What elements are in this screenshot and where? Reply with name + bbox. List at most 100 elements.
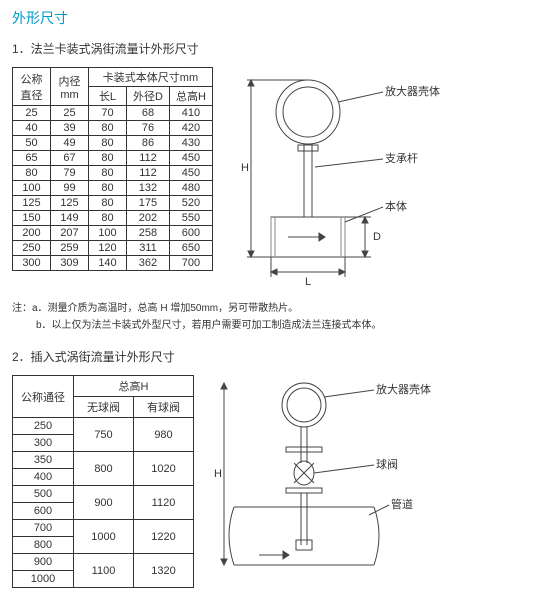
table-cell: 65 [13,151,51,166]
table2-header-valve: 有球阀 [134,397,194,418]
table-cell: 450 [169,166,212,181]
table-cell: 400 [13,469,74,486]
table-cell: 25 [51,106,89,121]
table-cell: 480 [169,181,212,196]
table-cell: 80 [89,166,127,181]
table-row: 12512580175520 [13,196,213,211]
table-cell: 175 [127,196,170,211]
section1: 公称直径 内径mm 卡装式本体尺寸mm 长L 外径D 总高H 252570684… [12,67,538,292]
table-cell: 258 [127,226,170,241]
diagram1-rod-label: 支承杆 [385,151,418,165]
table1-header-group: 卡装式本体尺寸mm [89,68,213,87]
table2-header-novalve: 无球阀 [74,397,134,418]
table-cell: 202 [127,211,170,226]
table-cell: 550 [169,211,212,226]
table-cell: 50 [13,136,51,151]
table-cell: 150 [13,211,51,226]
table-cell: 362 [127,256,170,271]
table-cell: 300 [13,256,51,271]
diagram2-valve-label: 球阀 [376,457,398,471]
diagram1-amp-label: 放大器壳体 [385,84,440,98]
table-row: 3508001020 [13,452,194,469]
table-cell: 500 [13,486,74,503]
table-cell: 700 [169,256,212,271]
table-cell: 100 [13,181,51,196]
table-cell: 86 [127,136,170,151]
table-cell: 99 [51,181,89,196]
table-cell: 120 [89,241,127,256]
diagram-1: H D L 放大器壳体 支承杆 本体 [233,67,453,292]
table1-header-h: 总高H [169,87,212,106]
table-cell: 900 [74,486,134,520]
table-cell: 112 [127,166,170,181]
table-cell: 132 [127,181,170,196]
table-cell: 67 [51,151,89,166]
table-row: 656780112450 [13,151,213,166]
table2-header-dn: 公称通径 [13,376,74,418]
dimensions-table-1: 公称直径 内径mm 卡装式本体尺寸mm 长L 外径D 总高H 252570684… [12,67,213,271]
table-row: 807980112450 [13,166,213,181]
table-cell: 80 [89,181,127,196]
table-row: 300309140362700 [13,256,213,271]
table-cell: 900 [13,554,74,571]
table-cell: 430 [169,136,212,151]
table-cell: 259 [51,241,89,256]
table-cell: 80 [89,196,127,211]
table-cell: 1220 [134,520,194,554]
table-cell: 1320 [134,554,194,588]
table-cell: 68 [127,106,170,121]
table-cell: 1000 [74,520,134,554]
table-cell: 125 [13,196,51,211]
dim-l-label: L [305,276,311,288]
note-a: 注：a．测量介质为高温时，总高 H 增加50mm，另可带散热片。 [12,300,538,317]
table-cell: 309 [51,256,89,271]
table1-header-d: 外径D [127,87,170,106]
diagram2-amp-label: 放大器壳体 [376,382,431,396]
dim-h-label: H [241,162,249,174]
table-cell: 650 [169,241,212,256]
table-cell: 300 [13,435,74,452]
table-cell: 600 [169,226,212,241]
table-row: 1009980132480 [13,181,213,196]
dimensions-table-2: 公称通径 总高H 无球阀 有球阀 25075098030035080010204… [12,375,194,588]
table-cell: 700 [13,520,74,537]
table-row: 15014980202550 [13,211,213,226]
table-cell: 311 [127,241,170,256]
table-row: 70010001220 [13,520,194,537]
table-cell: 25 [13,106,51,121]
table1-header-dn: 公称直径 [13,68,51,106]
table-row: 250750980 [13,418,194,435]
table-cell: 750 [74,418,134,452]
table-cell: 80 [89,121,127,136]
table-row: 90011001320 [13,554,194,571]
diagram2-pipe-label: 管道 [391,497,413,511]
section2: 公称通径 总高H 无球阀 有球阀 25075098030035080010204… [12,375,538,588]
table-cell: 520 [169,196,212,211]
section1-title: 1．法兰卡装式涡街流量计外形尺寸 [12,40,538,57]
table-cell: 79 [51,166,89,181]
table-cell: 600 [13,503,74,520]
table-cell: 250 [13,418,74,435]
table-cell: 450 [169,151,212,166]
section2-title: 2．插入式涡街流量计外形尺寸 [12,348,538,365]
table-cell: 250 [13,241,51,256]
table-cell: 1020 [134,452,194,486]
table-cell: 80 [89,211,127,226]
table-cell: 39 [51,121,89,136]
table-cell: 125 [51,196,89,211]
diagram-2: H 放大器壳体 球阀 管道 [214,375,444,585]
table-row: 25257068410 [13,106,213,121]
table-cell: 70 [89,106,127,121]
table-cell: 1100 [74,554,134,588]
table2-header-group: 总高H [74,376,194,397]
table-cell: 112 [127,151,170,166]
table1-header-id: 内径mm [51,68,89,106]
table-cell: 80 [89,151,127,166]
table-row: 5009001120 [13,486,194,503]
table-cell: 207 [51,226,89,241]
table-row: 50498086430 [13,136,213,151]
table-cell: 80 [89,136,127,151]
table-row: 250259120311650 [13,241,213,256]
table-cell: 980 [134,418,194,452]
table-cell: 350 [13,452,74,469]
